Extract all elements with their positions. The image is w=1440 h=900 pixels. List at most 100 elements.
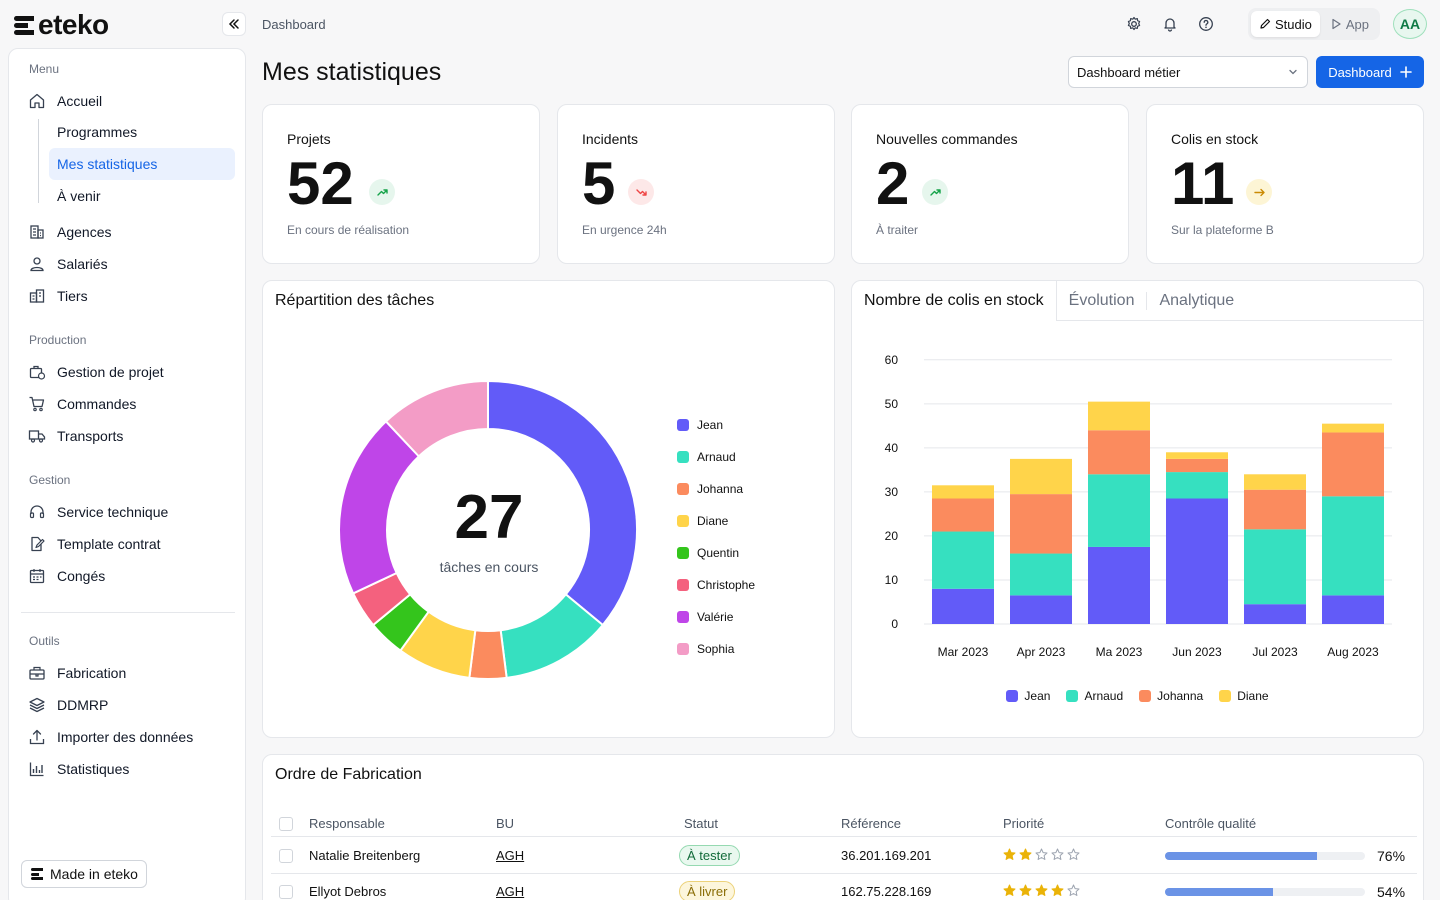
bar-segment-arnaud[interactable] xyxy=(1166,472,1228,499)
row-checkbox[interactable] xyxy=(279,848,293,863)
star-filled-icon[interactable] xyxy=(1003,884,1016,900)
row-checkbox[interactable] xyxy=(279,884,293,899)
legend-item[interactable]: Arnaud xyxy=(1066,689,1123,703)
legend-item[interactable]: Sophia xyxy=(677,633,755,665)
bar-segment-arnaud[interactable] xyxy=(1244,529,1306,605)
legend-item[interactable]: Christophe xyxy=(677,569,755,601)
legend-item[interactable]: Quentin xyxy=(677,537,755,569)
sidebar-item-accueil[interactable]: Accueil xyxy=(27,86,102,116)
stat-card-0[interactable]: Projets 52 En cours de réalisation xyxy=(262,104,540,264)
star-empty-icon[interactable] xyxy=(1067,848,1080,864)
bar-segment-jean[interactable] xyxy=(1166,498,1228,624)
mode-studio-button[interactable]: Studio xyxy=(1251,11,1320,37)
sidebar-item-ddmrp[interactable]: DDMRP xyxy=(27,690,108,720)
legend-item[interactable]: Diane xyxy=(677,505,755,537)
sidebar-item-statistiques[interactable]: Statistiques xyxy=(27,754,129,784)
bar-segment-jean[interactable] xyxy=(932,588,994,624)
select-all-checkbox[interactable] xyxy=(279,816,293,831)
sidebar-item-gestion-de-projet[interactable]: Gestion de projet xyxy=(27,357,164,387)
priority-stars[interactable] xyxy=(1003,884,1080,900)
help-button[interactable] xyxy=(1194,12,1218,36)
star-empty-icon[interactable] xyxy=(1051,848,1064,864)
sidebar-item-conges[interactable]: Congés xyxy=(27,561,105,591)
bar-segment-johanna[interactable] xyxy=(1244,489,1306,530)
bar-segment-johanna[interactable] xyxy=(1010,494,1072,554)
collapse-sidebar-button[interactable] xyxy=(222,12,246,36)
stat-card-1[interactable]: Incidents 5 En urgence 24h xyxy=(557,104,835,264)
column-controle-qualite[interactable]: Contrôle qualité xyxy=(1165,816,1257,831)
star-filled-icon[interactable] xyxy=(1035,884,1048,900)
legend-item[interactable]: Jean xyxy=(677,409,755,441)
sidebar-item-salaries[interactable]: Salariés xyxy=(27,249,108,279)
tab-nombre-de-colis[interactable]: Nombre de colis en stock xyxy=(852,281,1057,321)
bar-segment-johanna[interactable] xyxy=(932,498,994,532)
bar-segment-arnaud[interactable] xyxy=(1010,553,1072,596)
bar-segment-diane[interactable] xyxy=(1166,452,1228,459)
chevrons-left-icon xyxy=(228,19,239,29)
bar-segment-johanna[interactable] xyxy=(1322,432,1384,497)
bar-segment-johanna[interactable] xyxy=(1166,458,1228,473)
bar-segment-arnaud[interactable] xyxy=(1322,496,1384,596)
table-row[interactable]: Ellyot Debros AGH À livrer 162.75.228.169 54… xyxy=(271,874,1417,900)
legend-item[interactable]: Arnaud xyxy=(677,441,755,473)
tab-evolution[interactable]: Évolution xyxy=(1068,292,1135,309)
bar-segment-jean[interactable] xyxy=(1244,604,1306,624)
sidebar-item-importer-des-donnees[interactable]: Importer des données xyxy=(27,722,193,752)
bar-segment-jean[interactable] xyxy=(1010,595,1072,624)
table-row[interactable]: Natalie Breitenberg AGH À tester 36.201.169… xyxy=(271,838,1417,874)
sidebar-subitem-programmes[interactable]: Programmes xyxy=(57,124,138,140)
star-filled-icon[interactable] xyxy=(1019,884,1032,900)
bar-segment-diane[interactable] xyxy=(1010,458,1072,495)
mode-app-button[interactable]: App xyxy=(1322,11,1377,37)
dashboard-select[interactable]: Dashboard métier xyxy=(1068,56,1308,88)
legend-item[interactable]: Johanna xyxy=(677,473,755,505)
avatar[interactable]: AA xyxy=(1393,9,1427,39)
star-filled-icon[interactable] xyxy=(1019,848,1032,864)
sidebar-subitem-mes-statistiques[interactable]: Mes statistiques xyxy=(49,148,235,180)
app-logo[interactable]: eteko xyxy=(12,9,109,40)
settings-button[interactable] xyxy=(1122,12,1146,36)
legend-item[interactable]: Diane xyxy=(1219,689,1269,703)
donut-slice-jean[interactable] xyxy=(487,379,638,627)
breadcrumb[interactable]: Dashboard xyxy=(262,17,326,32)
sidebar-subitem-a-venir[interactable]: À venir xyxy=(57,188,101,204)
column-priorite[interactable]: Priorité xyxy=(1003,816,1045,831)
column-reference[interactable]: Référence xyxy=(841,816,901,831)
star-empty-icon[interactable] xyxy=(1067,884,1080,900)
legend-item[interactable]: Jean xyxy=(1006,689,1050,703)
star-filled-icon[interactable] xyxy=(1003,848,1016,864)
column-bu[interactable]: BU xyxy=(496,816,515,831)
sidebar-item-fabrication[interactable]: Fabrication xyxy=(27,658,126,688)
priority-stars[interactable] xyxy=(1003,848,1080,864)
legend-item[interactable]: Valérie xyxy=(677,601,755,633)
star-filled-icon[interactable] xyxy=(1051,884,1064,900)
add-dashboard-button[interactable]: Dashboard xyxy=(1316,56,1424,88)
bar-segment-johanna[interactable] xyxy=(1088,430,1150,475)
stat-card-2[interactable]: Nouvelles commandes 2 À traiter xyxy=(851,104,1129,264)
bar-segment-arnaud[interactable] xyxy=(932,531,994,589)
sidebar-item-template-contrat[interactable]: Template contrat xyxy=(27,529,161,559)
bar-segment-diane[interactable] xyxy=(1244,474,1306,490)
notifications-button[interactable] xyxy=(1158,12,1182,36)
stat-card-3[interactable]: Colis en stock 11 Sur la plateforme B xyxy=(1146,104,1424,264)
bar-segment-jean[interactable] xyxy=(1088,546,1150,624)
made-in-eteko-badge[interactable]: Made in eteko xyxy=(21,860,147,888)
star-empty-icon[interactable] xyxy=(1035,848,1048,864)
sidebar-item-commandes[interactable]: Commandes xyxy=(27,389,136,419)
bar-segment-jean[interactable] xyxy=(1322,595,1384,624)
column-statut[interactable]: Statut xyxy=(684,816,718,831)
bar-segment-diane[interactable] xyxy=(932,485,994,499)
bar-segment-diane[interactable] xyxy=(1088,401,1150,431)
column-responsable[interactable]: Responsable xyxy=(309,816,385,831)
sidebar-item-tiers[interactable]: Tiers xyxy=(27,281,88,311)
sidebar-item-agences[interactable]: Agences xyxy=(27,217,111,247)
sidebar-item-transports[interactable]: Transports xyxy=(27,421,123,451)
bar-segment-arnaud[interactable] xyxy=(1088,474,1150,547)
bu-link[interactable]: AGH xyxy=(496,848,525,863)
legend-item[interactable]: Johanna xyxy=(1139,689,1203,703)
bu-link[interactable]: AGH xyxy=(496,884,525,899)
bar-segment-diane[interactable] xyxy=(1322,423,1384,433)
sidebar-item-service-technique[interactable]: Service technique xyxy=(27,497,168,527)
tab-analytique[interactable]: Analytique xyxy=(1159,292,1235,309)
donut-slice-sophia[interactable] xyxy=(384,379,489,458)
